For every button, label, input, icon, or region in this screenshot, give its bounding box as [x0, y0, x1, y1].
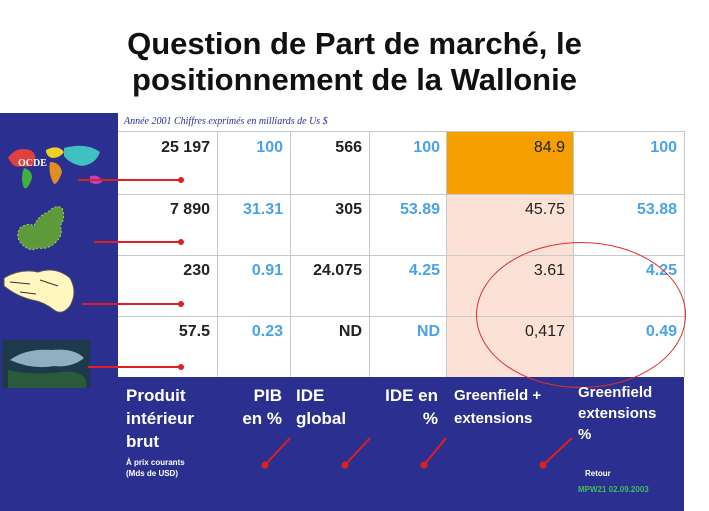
oecd-label: OCDE [18, 158, 47, 169]
header-greenfield: Greenfield + extensions [454, 387, 542, 427]
header-greenfield-pct: Greenfield extensions % [578, 384, 657, 443]
grid-line [446, 131, 447, 377]
header-ide-pct: IDE en % [385, 386, 438, 428]
cell-europe-greenfield-pct: 53.88 [636, 201, 677, 218]
grid-line [118, 194, 684, 195]
cell-europe-ide: 305 [335, 201, 362, 218]
connector-dot [178, 364, 184, 370]
cell-europe-ide-pct: 53.89 [399, 201, 440, 218]
connector-line [88, 366, 181, 368]
connector-dot [178, 239, 184, 245]
title-line-1: Question de Part de marché, le [127, 26, 582, 61]
cell-belgium-ide-pct: 4.25 [408, 262, 440, 279]
cell-europe-pib: 7 890 [169, 201, 210, 218]
slide-reference: MPW21 02.09.2003 [578, 485, 649, 494]
greenfield-highlight-cell [446, 131, 573, 194]
connector-dot [178, 301, 184, 307]
connector-dot [178, 177, 184, 183]
cell-oecd-greenfield: 84.9 [533, 139, 565, 156]
cell-wallonia-ide: ND [338, 323, 362, 340]
cell-belgium-pib: 230 [183, 262, 210, 279]
page-title: Question de Part de marché, le positionn… [0, 26, 709, 98]
cell-wallonia-pib: 57.5 [178, 323, 210, 340]
grid-line [290, 131, 291, 377]
cell-wallonia-pib-pct: 0.23 [251, 323, 283, 340]
grid-line [118, 255, 684, 256]
highlight-oval [476, 242, 686, 388]
cell-oecd-pib-pct: 100 [256, 139, 283, 156]
cell-wallonia-ide-pct: ND [416, 323, 440, 340]
cell-europe-pib-pct: 31.31 [242, 201, 283, 218]
header-ide-global: IDE global [296, 386, 347, 428]
cell-oecd-ide-pct: 100 [413, 139, 440, 156]
grid-line [369, 131, 370, 377]
header-pib-unit: À prix courants (Mds de USD) [126, 458, 185, 478]
connector-line [78, 179, 181, 181]
bottom-blue-panel [118, 377, 684, 511]
header-pib-pct: PIB en % [242, 386, 282, 428]
title-line-2: positionnement de la Wallonie [132, 62, 577, 97]
header-pib: Produit intérieur brut [126, 386, 195, 451]
cell-oecd-ide: 566 [335, 139, 362, 156]
cell-oecd-greenfield-pct: 100 [650, 139, 677, 156]
connector-line [82, 303, 181, 305]
connector-line [94, 241, 181, 243]
grid-line [217, 131, 218, 377]
europe-map-icon[interactable] [4, 198, 76, 256]
grid-line [118, 131, 684, 132]
cell-oecd-pib: 25 197 [161, 139, 210, 156]
cell-belgium-pib-pct: 0.91 [251, 262, 283, 279]
cell-belgium-ide: 24.075 [313, 262, 362, 279]
retour-link[interactable]: Retour [585, 469, 611, 478]
belgium-map-icon[interactable] [0, 262, 84, 318]
cell-europe-greenfield: 45.75 [524, 201, 565, 218]
grid-line [684, 131, 685, 377]
grid-line [118, 316, 684, 317]
wallonia-satellite-icon[interactable] [2, 340, 90, 388]
table-caption: Année 2001 Chiffres exprimés en milliard… [124, 116, 328, 127]
